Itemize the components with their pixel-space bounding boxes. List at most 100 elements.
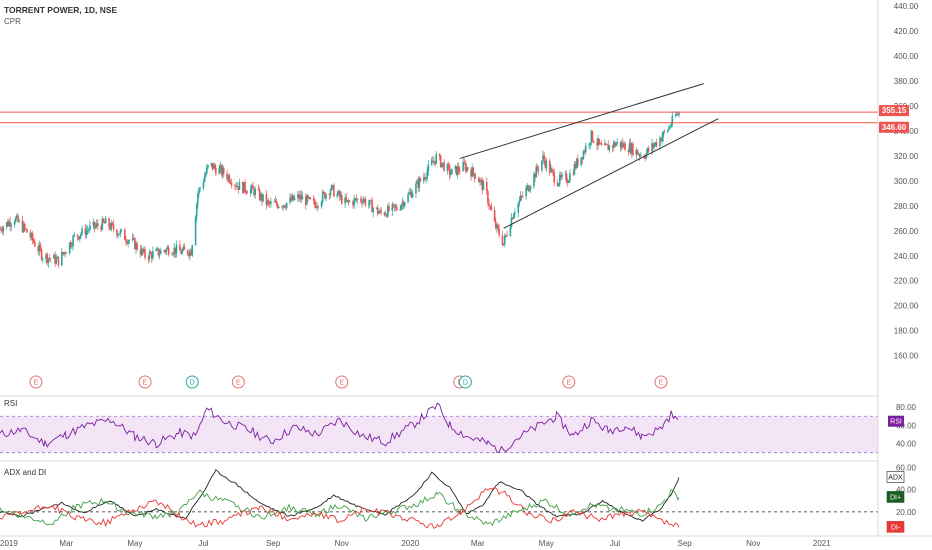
candle-body: [433, 161, 435, 163]
candle-body: [132, 238, 135, 239]
candle-body: [298, 194, 300, 199]
time-axis-tick-label: Mar: [59, 539, 73, 548]
candle-body: [438, 154, 441, 156]
candle-body: [112, 224, 115, 230]
candle-body: [81, 228, 83, 234]
candle-body: [283, 205, 286, 208]
candle-body: [388, 205, 390, 211]
candle-body: [275, 200, 278, 205]
candle-body: [128, 240, 131, 241]
candle-body: [635, 149, 638, 155]
candle-body: [556, 182, 559, 186]
price-axis-tick-label: 260.00: [894, 227, 919, 236]
candle-body: [403, 202, 406, 207]
candle-body: [260, 193, 262, 200]
candle-body: [517, 203, 520, 213]
price-level-badge: [879, 105, 909, 117]
candle-body: [496, 224, 498, 229]
candle-body: [190, 250, 192, 256]
price-pane[interactable]: 440.00420.00400.00380.00360.00340.00320.…: [0, 2, 919, 389]
candle-body: [140, 248, 143, 255]
candle-body: [41, 258, 44, 260]
candle-body: [278, 206, 280, 208]
candle-body: [317, 206, 319, 208]
candle-body: [472, 167, 475, 174]
candle-body: [443, 162, 445, 172]
candle-body: [545, 160, 548, 168]
candle-body: [616, 141, 618, 144]
candle-body: [552, 170, 554, 173]
event-marker-label: E: [143, 380, 148, 387]
candle-body: [480, 179, 482, 181]
dividend-marker: [185, 375, 199, 389]
candle-body: [439, 155, 442, 168]
candle-body: [188, 254, 190, 257]
rsi-pane[interactable]: 80.00 60.00 40.00 RSI: [0, 402, 917, 454]
candle-body: [336, 193, 339, 197]
candle-body: [597, 138, 599, 146]
candle-body: [671, 116, 674, 125]
candle-body: [172, 253, 174, 255]
candle-body: [289, 197, 291, 203]
candle-body: [670, 124, 672, 127]
candle-body: [77, 236, 80, 240]
candle-body: [45, 254, 47, 259]
candle-body: [173, 247, 176, 254]
candle-body: [356, 199, 359, 201]
candle-body: [229, 182, 232, 184]
candle-body: [7, 221, 9, 226]
candle-body: [502, 243, 505, 246]
candle-body: [426, 171, 428, 179]
candle-body: [1, 230, 4, 232]
candle-body: [171, 254, 173, 256]
candle-body: [669, 126, 671, 128]
candle-body: [144, 249, 146, 258]
candle-body: [623, 143, 625, 147]
candle-body: [415, 183, 417, 194]
candle-body: [167, 247, 170, 255]
candle-body: [265, 194, 268, 205]
candle-body: [324, 192, 326, 199]
event-marker-label: E: [339, 380, 344, 387]
candle-body: [147, 257, 150, 260]
candle-body: [542, 155, 544, 161]
candle-body: [551, 168, 553, 171]
candle-body: [284, 207, 287, 208]
time-axis-tick-label: Sep: [678, 539, 693, 548]
candle-body: [410, 191, 413, 198]
adx-value-badge-label: DI+: [890, 494, 901, 501]
candle-body: [462, 161, 464, 172]
candle-body: [94, 225, 97, 228]
time-axis-tick-label: Sep: [266, 539, 281, 548]
candle-body: [72, 236, 74, 246]
candle-body: [514, 212, 516, 215]
candle-body: [646, 147, 649, 153]
adx-value-badge-label: ADX: [888, 475, 903, 482]
candle-body: [88, 229, 90, 231]
candle-body: [281, 206, 283, 208]
price-level-label: 346.60: [882, 123, 907, 132]
candle-body: [392, 204, 395, 205]
candle-body: [506, 235, 508, 237]
rsi-title: RSI: [4, 399, 17, 408]
candle-body: [446, 164, 449, 172]
candle-body: [262, 194, 264, 202]
candle-body: [370, 200, 372, 201]
chart-header-indicator: CPR: [4, 17, 21, 26]
adx-pane[interactable]: 60.00 40.00 20.00 ADX DI+ DI-: [0, 464, 917, 533]
candle-body: [89, 225, 91, 230]
candle-body: [644, 157, 647, 159]
candle-body: [328, 194, 331, 196]
earnings-marker: [29, 375, 43, 389]
price-axis-tick-label: 280.00: [894, 202, 919, 211]
candle-body: [425, 178, 427, 180]
dividend-marker: [458, 375, 472, 389]
candle-body: [383, 212, 386, 215]
candle-body: [488, 203, 490, 207]
candle-body: [53, 254, 55, 259]
candle-body: [189, 250, 191, 257]
candle-body: [330, 185, 333, 191]
adx-axis-tick-label: 40.00: [896, 486, 917, 495]
candle-body: [331, 185, 334, 187]
